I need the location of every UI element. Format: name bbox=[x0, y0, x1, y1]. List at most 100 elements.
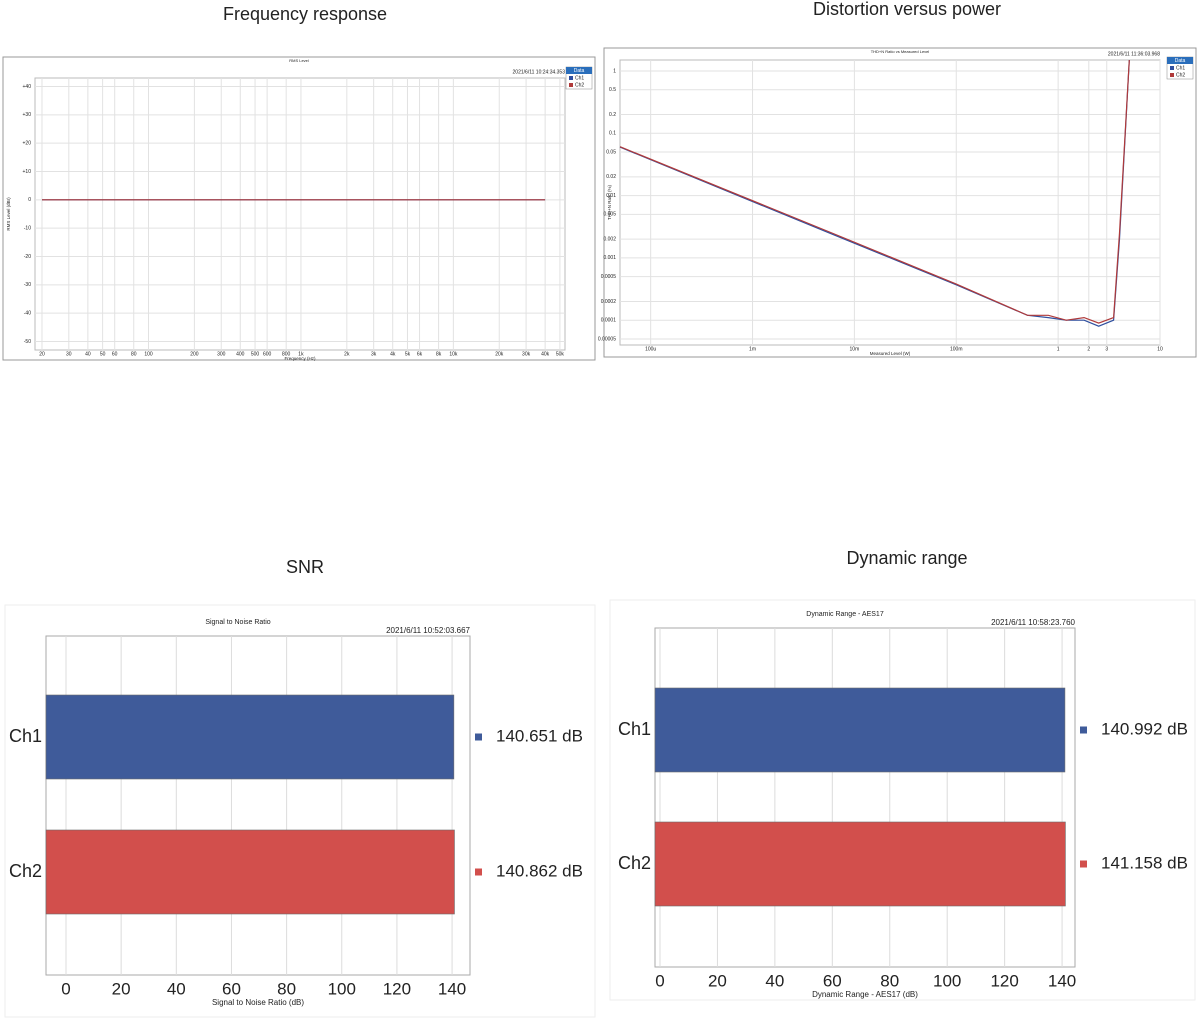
chart-title: Frequency response bbox=[223, 4, 387, 24]
x-axis-label: Frequency (Hz) bbox=[284, 356, 316, 361]
y-tick-label: +40 bbox=[23, 84, 32, 90]
x-tick-label: 10k bbox=[449, 351, 458, 357]
legend-label: Ch1 bbox=[575, 75, 584, 81]
value-swatch bbox=[1080, 860, 1087, 868]
x-tick-label: 40 bbox=[167, 979, 186, 998]
x-tick-label: 300 bbox=[217, 351, 226, 357]
bar bbox=[654, 821, 1066, 907]
x-tick-label: 1 bbox=[1057, 346, 1060, 352]
y-tick-label: +20 bbox=[23, 140, 32, 146]
inner-title: Signal to Noise Ratio bbox=[205, 619, 270, 626]
x-tick-label: 30k bbox=[522, 351, 531, 357]
y-axis-label: THD+N Ratio (%) bbox=[607, 184, 612, 220]
y-tick-label: 0.2 bbox=[609, 112, 616, 118]
y-tick-label: 0.5 bbox=[609, 87, 616, 93]
x-tick-label: 10 bbox=[1157, 346, 1163, 352]
inner-title: Dynamic Range - AES17 bbox=[806, 611, 884, 618]
x-tick-label: 6k bbox=[417, 351, 423, 357]
x-tick-label: 60 bbox=[222, 979, 241, 998]
y-tick-label: 0.001 bbox=[603, 255, 616, 261]
value-swatch bbox=[1080, 726, 1087, 734]
x-tick-label: 500 bbox=[251, 351, 260, 357]
x-tick-label: 400 bbox=[236, 351, 245, 357]
value-label: 140.862 dB bbox=[496, 861, 583, 880]
x-tick-label: 4k bbox=[390, 351, 396, 357]
y-tick-label: 0 bbox=[28, 197, 31, 203]
chart-title: Distortion versus power bbox=[813, 0, 1001, 19]
legend-swatch bbox=[569, 76, 573, 80]
y-axis-label: RMS Level (dBr) bbox=[6, 197, 11, 231]
y-tick-label: 1 bbox=[613, 68, 616, 74]
x-tick-label: 3 bbox=[1105, 346, 1108, 352]
bar bbox=[45, 829, 455, 915]
x-tick-label: 8k bbox=[436, 351, 442, 357]
x-tick-label: 600 bbox=[263, 351, 272, 357]
category-label: Ch2 bbox=[9, 861, 42, 881]
x-tick-label: 2k bbox=[344, 351, 350, 357]
y-tick-label: 0.0005 bbox=[601, 274, 617, 280]
y-tick-label: 0.002 bbox=[603, 236, 616, 242]
timestamp: 2021/6/11 10:52:03.667 bbox=[386, 626, 470, 635]
bar bbox=[45, 694, 455, 780]
legend-header bbox=[566, 67, 592, 74]
value-swatch bbox=[475, 733, 482, 741]
legend-label: Ch2 bbox=[575, 82, 584, 88]
category-label: Ch1 bbox=[9, 726, 42, 746]
inner-title: THD+N Ratio vs Measured Level bbox=[871, 49, 930, 54]
y-tick-label: -20 bbox=[24, 254, 31, 260]
y-tick-label: 0.0001 bbox=[601, 318, 617, 324]
x-tick-label: 30 bbox=[66, 351, 72, 357]
timestamp: 2021/6/11 11:36:03.968 bbox=[1108, 51, 1160, 57]
plot-area bbox=[619, 59, 1161, 346]
legend-swatch bbox=[1170, 66, 1174, 70]
category-label: Ch2 bbox=[618, 853, 651, 873]
plot-area bbox=[654, 627, 1076, 968]
x-tick-label: 1k bbox=[298, 351, 304, 357]
y-tick-label: 0.00005 bbox=[598, 336, 616, 342]
y-tick-label: 0.1 bbox=[609, 131, 616, 137]
x-axis-label: Signal to Noise Ratio (dB) bbox=[212, 998, 304, 1007]
x-tick-label: 100 bbox=[328, 979, 356, 998]
value-label: 140.992 dB bbox=[1101, 719, 1188, 738]
x-tick-label: 80 bbox=[880, 971, 899, 990]
y-tick-label: -50 bbox=[24, 339, 31, 345]
timestamp: 2021/6/11 10:24:34.353 bbox=[513, 69, 566, 75]
y-tick-label: +10 bbox=[23, 169, 32, 175]
x-tick-label: 20 bbox=[112, 979, 131, 998]
x-tick-label: 200 bbox=[190, 351, 199, 357]
y-tick-label: 0.01 bbox=[606, 193, 616, 199]
x-axis-label: Dynamic Range - AES17 (dB) bbox=[812, 990, 918, 999]
x-tick-label: 20 bbox=[39, 351, 45, 357]
x-tick-label: 60 bbox=[823, 971, 842, 990]
y-tick-label: 0.02 bbox=[606, 174, 616, 180]
plot-area bbox=[34, 77, 566, 351]
x-tick-label: 20 bbox=[708, 971, 727, 990]
chart-title: SNR bbox=[286, 557, 324, 577]
timestamp: 2021/6/11 10:58:23.760 bbox=[991, 618, 1075, 627]
legend-label: Ch2 bbox=[1176, 72, 1185, 78]
legend-label: Ch1 bbox=[1176, 65, 1185, 71]
inner-title: RMS Level bbox=[289, 58, 309, 63]
x-tick-label: 0 bbox=[655, 971, 664, 990]
legend-title: Data bbox=[1175, 58, 1186, 64]
y-tick-label: +30 bbox=[23, 112, 32, 118]
category-label: Ch1 bbox=[618, 719, 651, 739]
x-tick-label: 0 bbox=[61, 979, 70, 998]
x-tick-label: 120 bbox=[383, 979, 411, 998]
x-tick-label: 100 bbox=[144, 351, 153, 357]
legend-header bbox=[1167, 57, 1193, 64]
value-swatch bbox=[475, 868, 482, 876]
y-tick-label: 0.05 bbox=[606, 149, 616, 155]
value-label: 140.651 dB bbox=[496, 726, 583, 745]
x-tick-label: 40 bbox=[765, 971, 784, 990]
series-line bbox=[619, 59, 1130, 324]
x-tick-label: 50k bbox=[556, 351, 565, 357]
x-tick-label: 80 bbox=[131, 351, 137, 357]
value-label: 141.158 dB bbox=[1101, 853, 1188, 872]
x-tick-label: 140 bbox=[1048, 971, 1076, 990]
x-tick-label: 140 bbox=[438, 979, 466, 998]
x-tick-label: 60 bbox=[112, 351, 118, 357]
legend-swatch bbox=[1170, 73, 1174, 77]
x-tick-label: 3k bbox=[371, 351, 377, 357]
x-tick-label: 40 bbox=[85, 351, 91, 357]
